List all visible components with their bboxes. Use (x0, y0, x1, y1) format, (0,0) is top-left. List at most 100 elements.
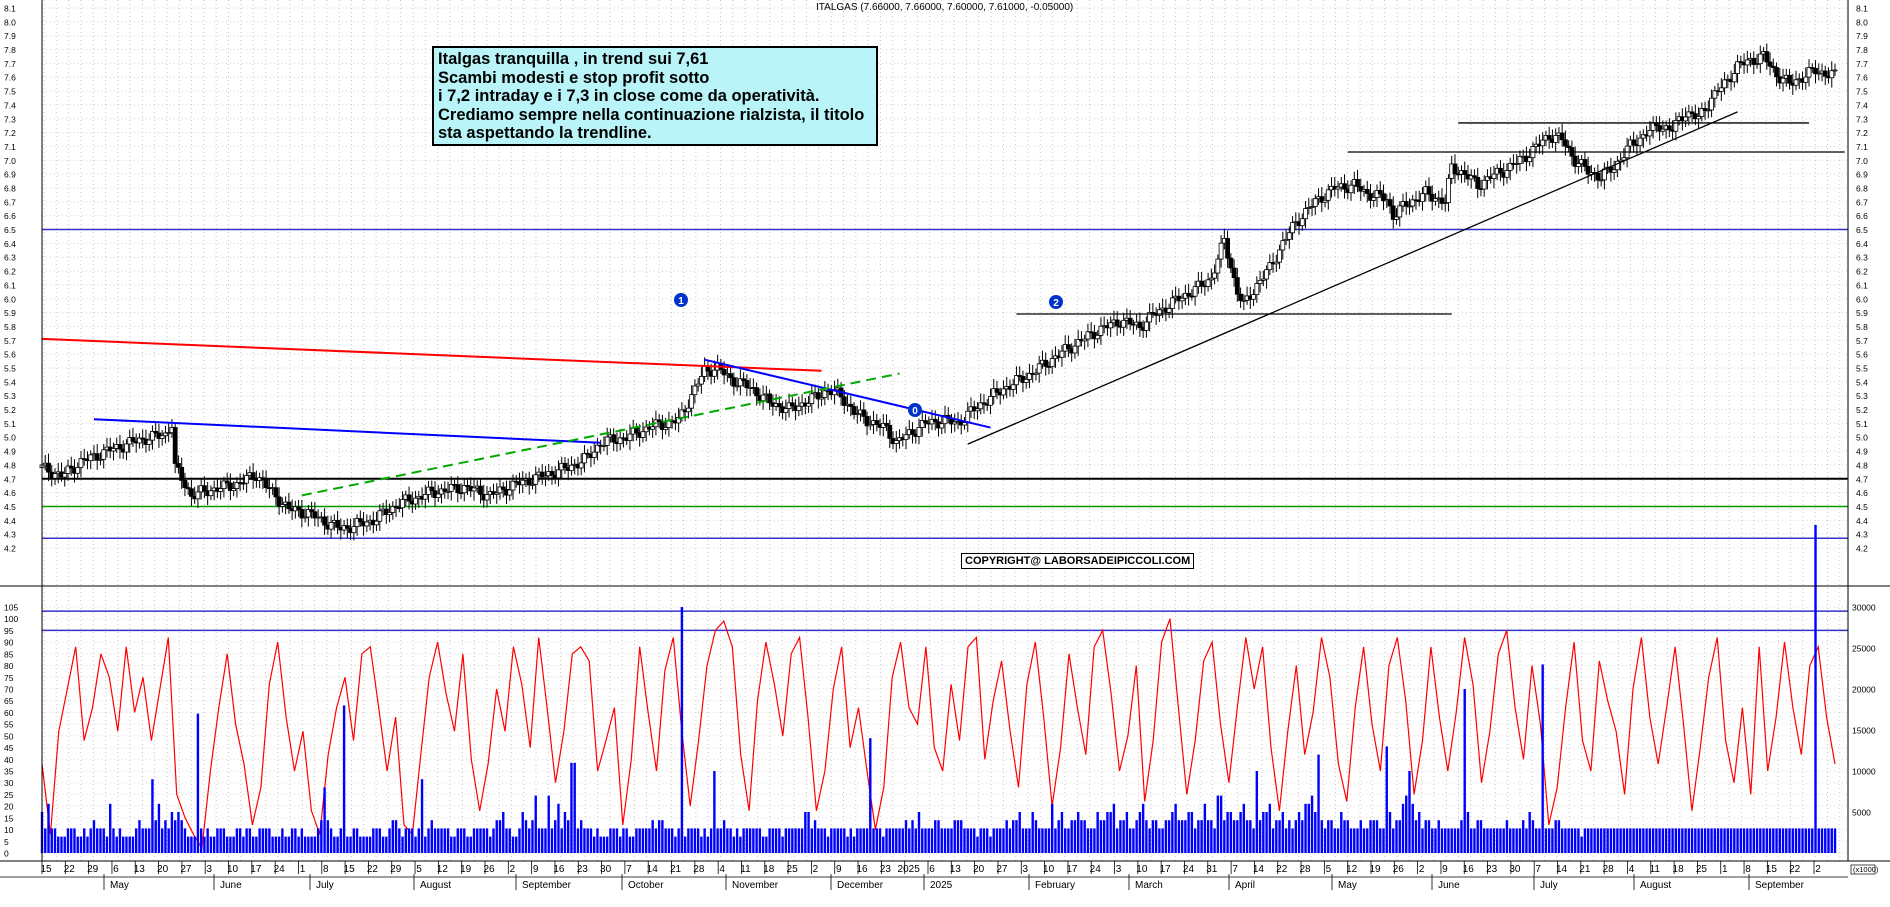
candle-body (1793, 79, 1799, 86)
volume-bar (1093, 828, 1096, 853)
volume-bar (1128, 828, 1132, 853)
volume-bar (921, 828, 924, 853)
candle-body (861, 409, 867, 417)
volume-bar (1521, 820, 1525, 853)
volume-bar (1612, 828, 1616, 853)
x-day-tick-label: 13 (134, 864, 146, 875)
candle-body (1342, 183, 1347, 190)
volume-bar (443, 828, 446, 853)
price-tick-label-right: 5.6 (1856, 350, 1868, 360)
volume-bar (1625, 828, 1629, 853)
volume-bar (1187, 812, 1190, 853)
volume-bar (826, 836, 830, 853)
x-day-tick-label: 16 (856, 864, 868, 875)
oscillator-tick-label: 25 (4, 790, 14, 800)
x-day-tick-label: 3 (1116, 864, 1122, 875)
volume-bar (141, 828, 144, 853)
x-month-label: July (1540, 880, 1558, 891)
volume-bar (437, 828, 440, 853)
candle-body (1381, 193, 1386, 202)
volume-bar (1759, 828, 1762, 853)
volume-unit-label: (x1000) (1853, 865, 1879, 874)
x-day-tick-label: 15 (344, 864, 356, 875)
candle-body (1169, 297, 1175, 309)
candle-body (1368, 193, 1373, 201)
volume-bar (1638, 828, 1642, 853)
volume-bar (1083, 820, 1086, 853)
volume-bar (346, 836, 349, 853)
volume-bar (1310, 795, 1314, 853)
x-day-tick-label: 12 (437, 864, 449, 875)
candle-body (250, 472, 256, 480)
volume-bar (917, 812, 921, 853)
x-month-label: August (420, 880, 451, 891)
volume-bar (1132, 828, 1135, 853)
x-day-tick-label: 26 (483, 864, 495, 875)
volume-bar (1518, 828, 1522, 853)
x-day-tick-label: 9 (533, 864, 539, 875)
volume-bar (225, 836, 229, 853)
candle-body (364, 521, 370, 527)
annotation-line: Crediamo sempre nella continuazione rial… (438, 105, 865, 124)
candle-body (1780, 77, 1786, 84)
candle-body (1238, 293, 1243, 302)
candle-body (910, 429, 915, 435)
volume-bar (138, 820, 141, 853)
volume-bar (690, 828, 693, 853)
volume-bar (1161, 828, 1164, 853)
candle-body (932, 418, 938, 423)
candle-body (1621, 157, 1627, 161)
volume-bar (264, 828, 268, 853)
price-tick-label-right: 8.1 (1856, 4, 1868, 14)
volume-bar (391, 820, 395, 853)
trend-line-green-dashed (301, 372, 900, 497)
volume-bar (73, 828, 76, 853)
candle-body (374, 520, 379, 526)
volume-bar (115, 836, 118, 853)
wave-marker-label: 2 (1053, 298, 1059, 309)
volume-bar (924, 828, 927, 853)
volume-bar (1616, 828, 1619, 853)
volume-bar (1278, 820, 1281, 853)
trend-line-red (41, 337, 822, 372)
candle-body (569, 464, 574, 471)
price-tick-label-right: 4.4 (1856, 516, 1868, 526)
volume-bar (489, 836, 492, 853)
x-day-tick-label: 27 (180, 864, 192, 875)
volume-bar (1408, 771, 1411, 853)
volume-bar (1531, 820, 1535, 853)
volume-bar (830, 828, 833, 853)
volume-bar (1476, 820, 1479, 853)
price-tick-label-right: 5.1 (1856, 419, 1868, 429)
volume-bar (1190, 812, 1194, 853)
volume-bar (375, 828, 378, 853)
candle-body (1306, 207, 1312, 209)
volume-bar (856, 828, 859, 853)
wave-marker-circle (1049, 295, 1063, 309)
x-day-tick-label: 22 (1276, 864, 1288, 875)
volume-bar (1271, 828, 1275, 853)
volume-bar (1440, 828, 1444, 853)
volume-bar (96, 828, 99, 853)
volume-bar (1372, 820, 1375, 853)
candle-body (328, 522, 334, 530)
volume-bar (427, 828, 430, 853)
candle-body (263, 479, 269, 489)
volume-bar (1710, 828, 1713, 853)
volume-bar (885, 828, 888, 853)
volume-bar (1239, 812, 1242, 853)
candle-body (854, 413, 860, 416)
price-tick-label-left: 8.0 (4, 17, 16, 27)
volume-bar (635, 828, 638, 853)
volume-bar (752, 828, 755, 853)
volume-bar (450, 836, 453, 853)
candle-body (1095, 334, 1101, 340)
candle-body (422, 494, 428, 500)
volume-bar (651, 820, 654, 853)
volume-bar (316, 828, 320, 853)
volume-bar (1726, 828, 1730, 853)
x-day-tick-label: 1 (1722, 864, 1728, 875)
candle-body (1481, 179, 1487, 190)
x-month-label: August (1640, 880, 1671, 891)
